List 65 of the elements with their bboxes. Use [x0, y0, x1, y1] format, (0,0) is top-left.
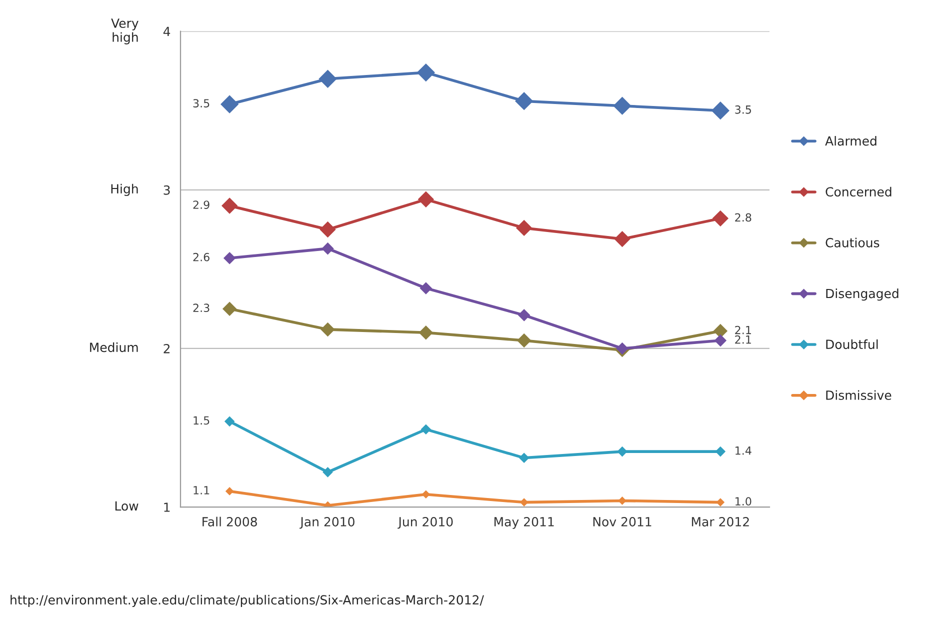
point [419, 326, 433, 340]
point [224, 252, 236, 264]
point [224, 416, 235, 426]
data-label: 2.1 [735, 335, 751, 344]
point [322, 467, 333, 478]
data-label: 3.5 [735, 105, 752, 114]
data-label: 3.5 [193, 99, 210, 108]
x-tick-label: Nov 2011 [593, 517, 652, 526]
point [320, 222, 336, 238]
point [422, 490, 430, 498]
y-tick-label: 2 [164, 344, 170, 354]
data-label: 2.6 [193, 252, 210, 262]
point [517, 334, 531, 348]
data-label: 2.3 [193, 304, 210, 312]
point [322, 242, 334, 254]
point [420, 424, 431, 434]
text: http://environment.yale.edu/climate/publications/Six-Americas-March-2012/ [10, 594, 484, 608]
point [226, 487, 234, 496]
point [518, 309, 530, 322]
text: High [111, 184, 138, 196]
text: Very high [111, 18, 138, 44]
data-label: 2.1 [735, 326, 751, 334]
point [613, 96, 632, 115]
point [318, 70, 337, 88]
data-label: 1.1 [194, 486, 210, 494]
point [320, 322, 335, 336]
x-tick-label: May 2011 [494, 517, 554, 529]
y-tick-label: 3 [164, 185, 170, 195]
legend-label: Cautious [826, 238, 880, 248]
point [714, 334, 726, 346]
x-tick-label: Jan 2010 [300, 517, 354, 529]
point [516, 220, 532, 236]
legend-label: Doubtful [826, 339, 878, 350]
x-tick-label: Fall 2008 [202, 516, 257, 526]
data-label: 1.5 [194, 416, 210, 425]
data-label: 1.4 [736, 446, 752, 455]
point [420, 282, 432, 294]
legend-label: Disengaged [826, 288, 898, 301]
point [222, 198, 238, 214]
point [418, 192, 434, 208]
text: Medium [90, 342, 138, 352]
point [222, 302, 236, 316]
point [715, 446, 726, 456]
point [417, 64, 435, 82]
point [617, 446, 628, 456]
y-tick-label: 4 [163, 26, 170, 36]
legend-label: Alarmed [825, 136, 876, 146]
x-tick-label: Mar 2012 [692, 517, 749, 526]
legend-label: Dismissive [826, 390, 892, 400]
point [519, 452, 530, 463]
data-label: 1.0 [736, 497, 752, 506]
y-tick-label: 1 [164, 502, 170, 512]
point [614, 231, 630, 247]
point [712, 102, 730, 120]
data-label: 2.8 [735, 213, 752, 222]
x-tick-label: Jun 2010 [398, 517, 453, 529]
point [220, 95, 238, 114]
text: Low [115, 501, 138, 511]
legend-label: Concerned [826, 186, 892, 197]
point [616, 342, 628, 354]
point [618, 496, 626, 505]
point [515, 92, 533, 110]
point [714, 324, 728, 338]
point [712, 210, 728, 226]
data-label: 2.9 [193, 200, 210, 209]
